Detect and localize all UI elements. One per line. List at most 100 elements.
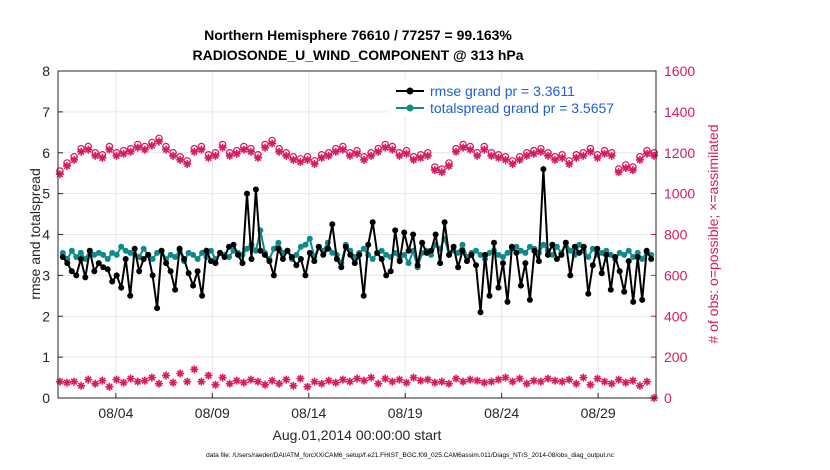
assimilated-low-point (487, 377, 496, 386)
totalspread-point (185, 249, 192, 256)
assimilated-low-point (77, 381, 86, 390)
rmse-point (517, 282, 524, 289)
assimilated-low-point (480, 378, 489, 387)
assimilated-low-point (91, 379, 100, 388)
rmse-point (109, 278, 116, 285)
assimilated-low-point (473, 376, 482, 385)
assimilated-point (635, 155, 644, 164)
assimilated-low-point (437, 377, 446, 386)
totalspread-point (73, 254, 80, 260)
legend-label-rmse: rmse grand pr = 3.3611 (430, 83, 575, 99)
assimilated-point (232, 149, 241, 158)
assimilated-point (381, 143, 390, 152)
rmse-point (526, 296, 533, 303)
assimilated-point (190, 147, 199, 156)
rmse-point (535, 258, 542, 265)
assimilated-point (628, 166, 637, 175)
assimilated-low-point (466, 375, 475, 384)
assimilated-low-point (225, 379, 234, 388)
assimilated-low-point (289, 381, 298, 390)
rmse-point (212, 260, 219, 267)
rmse-point (252, 186, 259, 193)
assimilated-point (565, 159, 574, 168)
assimilated-point (650, 151, 659, 160)
assimilated-point (494, 153, 503, 162)
assimilated-point (388, 145, 397, 154)
rmse-point (486, 292, 493, 299)
assimilated-low-point (119, 378, 128, 387)
rmse-point (603, 251, 610, 258)
totalspread-point (82, 256, 89, 262)
legend-box (388, 80, 654, 116)
totalspread-point (113, 251, 120, 258)
totalspread-point (401, 251, 408, 258)
assimilated-point (169, 151, 178, 160)
rmse-point (616, 268, 623, 275)
x-tick-label: 08/19 (388, 405, 423, 421)
assimilated-low-point (345, 377, 354, 386)
rmse-point (230, 241, 237, 248)
rmse-point (437, 260, 444, 267)
assimilated-low-point (536, 377, 545, 386)
rmse-point (419, 239, 426, 246)
totalspread-point (634, 249, 641, 256)
rmse-point (356, 251, 363, 258)
rmse-point (446, 251, 453, 258)
assimilated-low-point (162, 371, 171, 380)
totalspread-point (522, 249, 529, 256)
assimilated-low-point (105, 382, 114, 391)
legend-label-spread: totalspread grand pr = 3.5657 (430, 100, 614, 116)
rmse-point (113, 272, 120, 279)
assimilated-low-point (253, 377, 262, 386)
assimilated-point (310, 159, 319, 168)
assimilated-point (98, 153, 107, 162)
legend-marker-rmse (406, 87, 414, 95)
assimilated-low-point (586, 380, 595, 389)
totalspread-point (302, 241, 309, 248)
y-tick-label: 6 (42, 145, 50, 161)
obs-series (55, 134, 659, 402)
totalspread-point (495, 251, 502, 258)
assimilated-low-point (331, 378, 340, 387)
totalspread-point (297, 243, 304, 250)
assimilated-point (133, 143, 142, 152)
assimilated-point (642, 149, 651, 158)
rmse-point (158, 247, 165, 254)
assimilated-low-point (353, 374, 361, 383)
assimilated-low-point (239, 378, 248, 387)
totalspread-point (383, 251, 390, 258)
rmse-point (351, 260, 358, 267)
assimilated-low-point (388, 377, 397, 386)
totalspread-point (244, 245, 250, 252)
assimilated-low-point (501, 373, 510, 382)
assimilated-point (423, 151, 432, 160)
y-right-tick-label: 200 (664, 349, 688, 365)
rmse-point (176, 245, 183, 252)
totalspread-point (306, 235, 313, 242)
totalspread-point (616, 249, 623, 256)
rmse-point (450, 243, 457, 250)
rmse-point (401, 229, 408, 236)
assimilated-low-point (579, 373, 588, 382)
assimilated-point (480, 145, 489, 154)
assimilated-point (119, 149, 128, 158)
rmse-point (589, 262, 596, 269)
assimilated-low-point (551, 376, 560, 385)
rmse-point (405, 247, 412, 254)
totalspread-point (500, 254, 506, 260)
assimilated-low-point (296, 374, 305, 383)
assimilated-point (522, 151, 531, 160)
y-right-tick-label: 1200 (664, 145, 695, 161)
y-tick-label: 5 (42, 186, 50, 202)
totalspread-point (275, 239, 282, 246)
assimilated-low-point (84, 375, 93, 384)
assimilated-point (452, 147, 461, 156)
assimilated-point (501, 155, 510, 164)
rmse-point (118, 284, 125, 291)
totalspread-point (504, 249, 511, 256)
assimilated-low-point (522, 379, 531, 388)
rmse-point (495, 284, 502, 291)
assimilated-low-point (508, 377, 517, 386)
assimilated-point (579, 151, 588, 160)
rmse-point (387, 268, 394, 275)
